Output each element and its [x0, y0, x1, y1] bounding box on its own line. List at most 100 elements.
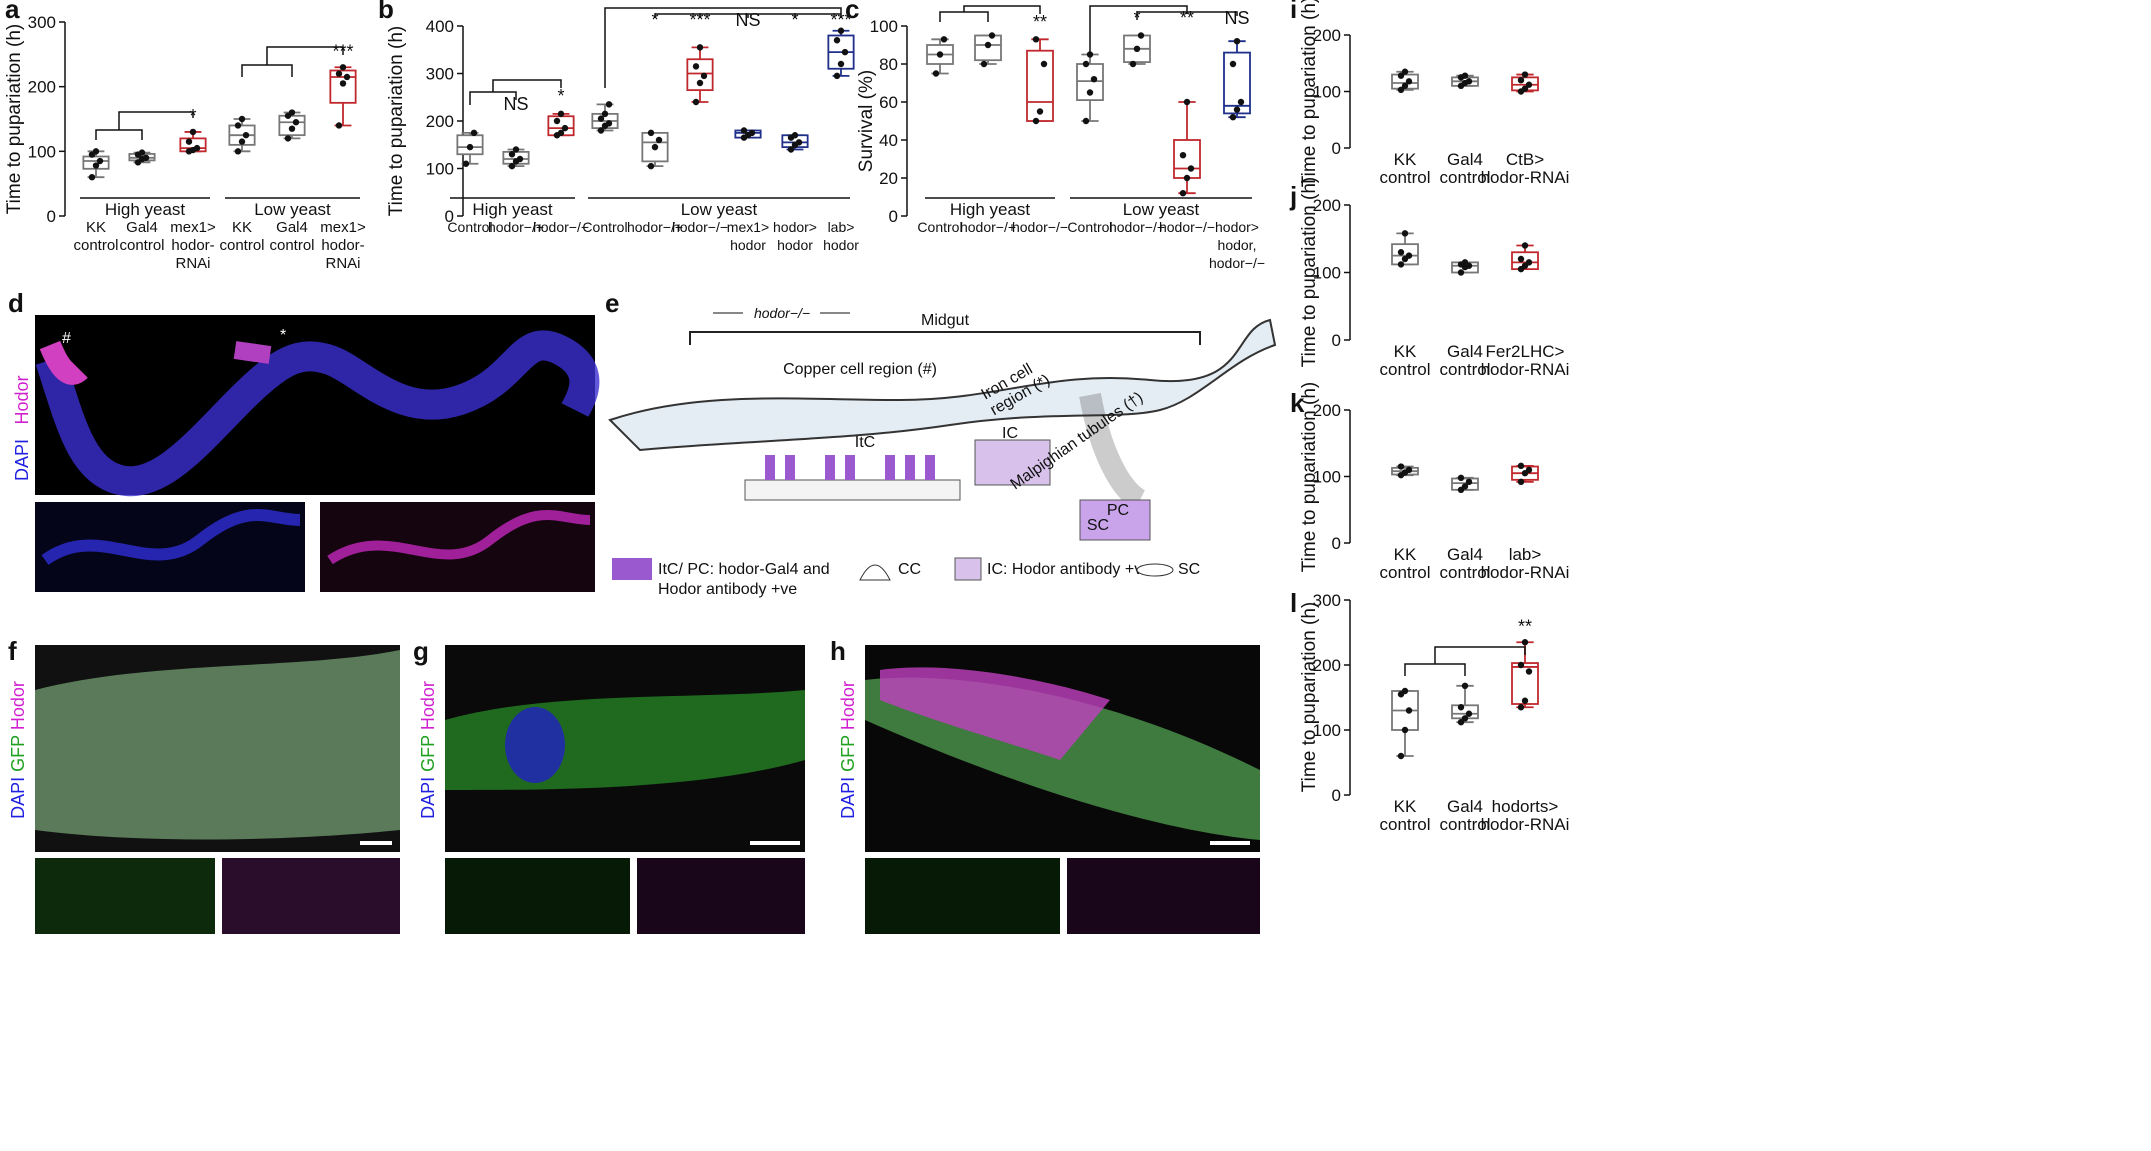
data-point [700, 72, 708, 80]
y-tick-label: 40 [879, 131, 898, 150]
dapi-channel [41, 509, 301, 565]
data-point [1133, 45, 1141, 52]
data-point [1082, 117, 1090, 125]
data-point [1183, 174, 1191, 182]
box [1511, 251, 1539, 271]
y-tick-label: 200 [28, 78, 56, 97]
data-point [1525, 466, 1533, 474]
data-point [1525, 668, 1533, 675]
data-point [787, 146, 795, 153]
x-tick-label: hodorts> [1492, 797, 1559, 816]
x-tick-label: Gal4 [1447, 797, 1483, 816]
data-point [1237, 98, 1245, 106]
y-tick-label: 0 [1332, 139, 1341, 158]
legend-text: ItC/ PC: hodor-Gal4 and Hodor antibody +v… [658, 561, 830, 598]
data-point [470, 129, 478, 137]
data-point [1036, 108, 1044, 115]
legend-text: Hodor antibody +ve [658, 581, 797, 598]
data-point [1397, 463, 1405, 470]
data-point [647, 129, 655, 137]
data-point [1401, 82, 1409, 90]
panel-label: f [8, 636, 17, 666]
data-point [597, 115, 605, 122]
data-point [1405, 78, 1413, 85]
data-point [1525, 259, 1533, 266]
nucleus [505, 707, 565, 783]
data-point [841, 48, 849, 56]
data-point [516, 155, 524, 163]
x-tick-label: lab> [828, 219, 855, 235]
data-point [1517, 661, 1525, 669]
x-tick-label: control [73, 237, 118, 254]
panel-label: c [845, 0, 859, 24]
data-point [1521, 697, 1529, 704]
data-point [1465, 478, 1473, 486]
data-point [234, 122, 242, 129]
micrograph [637, 858, 805, 934]
y-tick-label: 300 [28, 13, 56, 32]
x-tick-label: hodor [823, 237, 859, 253]
data-point [1233, 38, 1241, 45]
stain-labels: DAPI GFP Hodor [8, 681, 28, 819]
x-tick-label: hodor [730, 237, 766, 253]
x-tick-label: KK [86, 219, 106, 236]
micrograph [865, 858, 1060, 934]
data-point [508, 162, 516, 170]
data-point [692, 63, 700, 70]
box [329, 69, 357, 104]
significance: *** [689, 10, 710, 30]
x-tick-label: control [1379, 360, 1430, 379]
hodor-channel [327, 510, 591, 565]
data-point [1397, 86, 1405, 94]
x-tick-label: hodor−/+ [627, 219, 683, 235]
significance: NS [1224, 8, 1249, 28]
data-point [988, 32, 996, 39]
diagram-label: IC [1002, 425, 1018, 442]
significance: ** [1518, 616, 1532, 636]
stain-label: Hodor [838, 681, 858, 730]
legend-icon [1136, 563, 1174, 577]
data-point [1465, 78, 1473, 85]
data-point [561, 124, 569, 132]
significance: * [651, 10, 658, 30]
data-point [508, 151, 516, 158]
group-label: High yeast [472, 200, 553, 219]
significance-bracket [939, 5, 1041, 22]
micrograph [1067, 858, 1260, 934]
data-point [1405, 466, 1413, 474]
data-point [740, 127, 748, 134]
x-tick-label: hodor−/+ [960, 219, 1016, 235]
data-point [339, 64, 347, 71]
y-tick-label: 300 [426, 65, 454, 84]
y-tick-label: 100 [1313, 468, 1341, 487]
x-tick-label: Gal4 [1447, 545, 1483, 564]
data-point [605, 101, 613, 108]
data-point [238, 138, 246, 145]
x-tick-label: Gal4 [276, 219, 308, 236]
y-tick-label: 100 [28, 142, 56, 161]
data-point [1229, 60, 1237, 68]
data-point [1521, 85, 1529, 92]
stain-label: DAPI [12, 439, 32, 481]
data-point [605, 120, 613, 127]
x-tick-label: mex1> [320, 219, 366, 236]
panel-label: e [605, 288, 619, 318]
data-point [1521, 639, 1529, 646]
data-point [284, 135, 292, 142]
stain-label: GFP [8, 735, 28, 772]
data-point [1517, 478, 1525, 486]
data-point [1457, 704, 1465, 711]
micrograph [35, 858, 215, 934]
x-tick-label: control [1439, 815, 1490, 834]
significance: ** [1180, 8, 1194, 28]
x-tick-label: hodor−/− [1159, 219, 1215, 235]
legend-text: ItC/ PC: hodor-Gal4 and [658, 561, 830, 578]
epithelium [744, 479, 961, 501]
data-point [1233, 106, 1241, 113]
genotype-note: hodor−/− [754, 305, 810, 321]
panel-label: a [5, 0, 20, 24]
x-tick-label: control [1439, 168, 1490, 187]
data-point [1137, 32, 1145, 39]
data-point [1397, 72, 1405, 79]
